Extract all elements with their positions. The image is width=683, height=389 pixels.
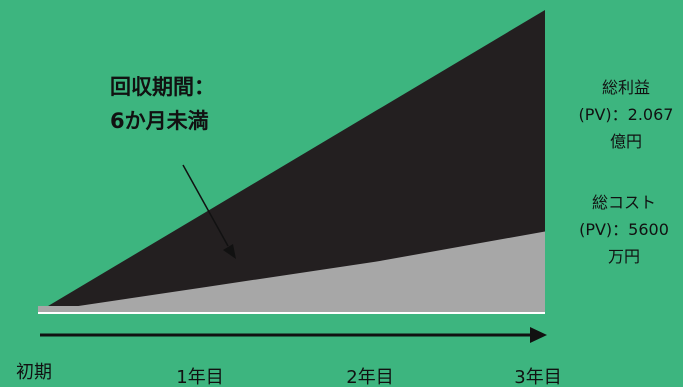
x-tick-label-3: 3年目 bbox=[514, 367, 562, 388]
cost-label: 総コスト (PV)：5600 万円 bbox=[579, 189, 669, 270]
cost-label-line-1: 総コスト bbox=[591, 193, 656, 212]
x-tick-label-1: 1年目 bbox=[176, 367, 224, 388]
x-axis-arrowhead bbox=[530, 327, 547, 343]
x-tick-label-0: 初期 bbox=[16, 362, 52, 383]
x-tick-label-2: 2年目 bbox=[346, 367, 394, 388]
callout-pointer-arrowhead bbox=[223, 244, 236, 259]
benefit-label: 総利益 (PV)：2.067 億円 bbox=[579, 74, 674, 155]
cost-label-line-3: 万円 bbox=[607, 247, 640, 266]
payback-line-2: 6か月未満 bbox=[110, 109, 209, 133]
payback-line-1: 回収期間： bbox=[110, 75, 215, 99]
baseline-band bbox=[38, 306, 545, 312]
benefit-label-line-3: 億円 bbox=[609, 132, 643, 151]
payback-callout: 回収期間： 6か月未満 bbox=[110, 70, 215, 138]
cost-area bbox=[38, 231, 545, 312]
benefit-label-line-2: (PV)：2.067 bbox=[578, 105, 674, 124]
benefit-area bbox=[38, 10, 545, 312]
callout-pointer-line bbox=[182, 164, 229, 247]
cost-label-line-2: (PV)：5600 bbox=[579, 220, 669, 239]
benefit-label-line-1: 総利益 bbox=[601, 78, 651, 97]
